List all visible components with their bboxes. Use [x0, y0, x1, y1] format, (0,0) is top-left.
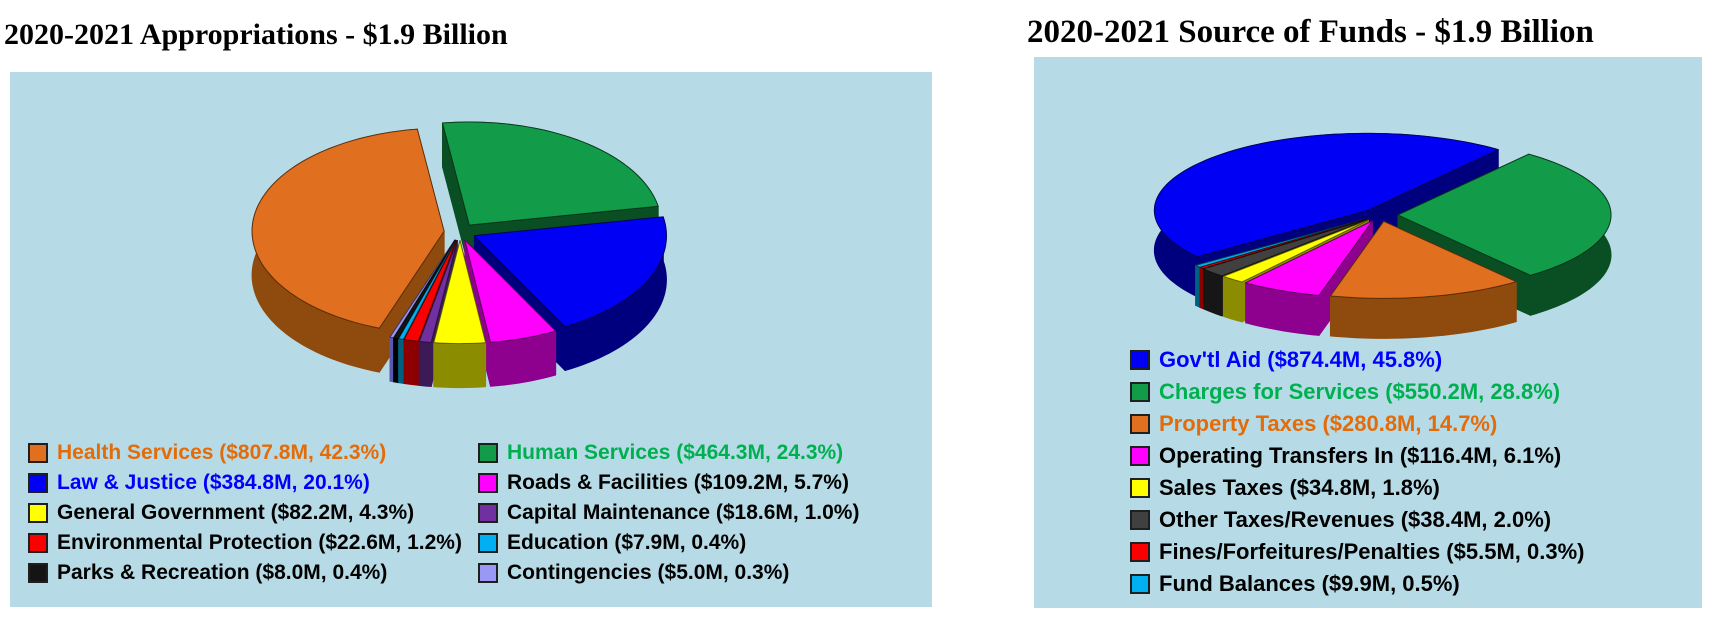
appropriations-title: 2020-2021 Appropriations - $1.9 Billion [4, 18, 508, 51]
source-of-funds-title: 2020-2021 Source of Funds - $1.9 Billion [1027, 14, 1594, 50]
legend-label: Other Taxes/Revenues ($38.4M, 2.0%) [1159, 507, 1552, 532]
legend-swatch [28, 533, 48, 553]
legend-swatch [478, 443, 498, 463]
legend-item: Charges for Services ($550.2M, 28.8%) [1130, 376, 1584, 408]
legend-item: Parks & Recreation ($8.0M, 0.4%) [28, 558, 462, 588]
legend-item: Sales Taxes ($34.8M, 1.8%) [1130, 472, 1584, 504]
appropriations-chart-panel: Health Services ($807.8M, 42.3%) Law & J… [10, 72, 932, 607]
legend-item: Gov'tl Aid ($874.4M, 45.8%) [1130, 344, 1584, 376]
legend-swatch [478, 473, 498, 493]
legend-item: Property Taxes ($280.8M, 14.7%) [1130, 408, 1584, 440]
legend-swatch [478, 563, 498, 583]
legend-swatch [1130, 574, 1150, 594]
legend-label: Property Taxes ($280.8M, 14.7%) [1159, 411, 1498, 436]
legend-label: Sales Taxes ($34.8M, 1.8%) [1159, 475, 1440, 500]
legend-swatch [28, 503, 48, 523]
legend-swatch [1130, 446, 1150, 466]
legend-label: Charges for Services ($550.2M, 28.8%) [1159, 379, 1561, 404]
legend-swatch [1130, 542, 1150, 562]
legend-label: General Government ($82.2M, 4.3%) [57, 501, 415, 524]
legend-item: Operating Transfers In ($116.4M, 6.1%) [1130, 440, 1584, 472]
legend-label: Fines/Forfeitures/Penalties ($5.5M, 0.3%… [1159, 539, 1585, 564]
legend-swatch [28, 563, 48, 583]
legend-swatch [1130, 510, 1150, 530]
legend-swatch [478, 503, 498, 523]
legend-label: Gov'tl Aid ($874.4M, 45.8%) [1159, 347, 1443, 372]
legend-item: Roads & Facilities ($109.2M, 5.7%) [478, 468, 859, 498]
appropriations-legend-column-2: Human Services ($464.3M, 24.3%) Roads & … [478, 438, 859, 588]
legend-label: Contingencies ($5.0M, 0.3%) [507, 561, 790, 584]
legend-item: Fund Balances ($9.9M, 0.5%) [1130, 568, 1584, 600]
legend-label: Fund Balances ($9.9M, 0.5%) [1159, 571, 1460, 596]
legend-label: Environmental Protection ($22.6M, 1.2%) [57, 531, 462, 554]
legend-label: Capital Maintenance ($18.6M, 1.0%) [507, 501, 860, 524]
legend-item: Law & Justice ($384.8M, 20.1%) [28, 468, 462, 498]
appropriations-legend-column-1: Health Services ($807.8M, 42.3%) Law & J… [28, 438, 462, 588]
legend-label: Parks & Recreation ($8.0M, 0.4%) [57, 561, 388, 584]
legend-label: Roads & Facilities ($109.2M, 5.7%) [507, 471, 849, 494]
source-of-funds-legend: Gov'tl Aid ($874.4M, 45.8%) Charges for … [1130, 344, 1584, 600]
legend-item: General Government ($82.2M, 4.3%) [28, 498, 462, 528]
legend-item: Fines/Forfeitures/Penalties ($5.5M, 0.3%… [1130, 536, 1584, 568]
legend-swatch [28, 473, 48, 493]
legend-item: Other Taxes/Revenues ($38.4M, 2.0%) [1130, 504, 1584, 536]
source-of-funds-pie-chart [1153, 132, 1612, 339]
legend-item: Capital Maintenance ($18.6M, 1.0%) [478, 498, 859, 528]
legend-item: Environmental Protection ($22.6M, 1.2%) [28, 528, 462, 558]
legend-swatch [28, 443, 48, 463]
legend-item: Education ($7.9M, 0.4%) [478, 528, 859, 558]
legend-swatch [1130, 414, 1150, 434]
legend-swatch [1130, 478, 1150, 498]
source-of-funds-chart-panel: Gov'tl Aid ($874.4M, 45.8%) Charges for … [1034, 57, 1702, 608]
legend-swatch [1130, 382, 1150, 402]
legend-item: Contingencies ($5.0M, 0.3%) [478, 558, 859, 588]
legend-label: Human Services ($464.3M, 24.3%) [507, 441, 844, 464]
legend-label: Health Services ($807.8M, 42.3%) [57, 441, 387, 464]
legend-item: Human Services ($464.3M, 24.3%) [478, 438, 859, 468]
legend-label: Operating Transfers In ($116.4M, 6.1%) [1159, 443, 1562, 468]
legend-swatch [1130, 350, 1150, 370]
legend-item: Health Services ($807.8M, 42.3%) [28, 438, 462, 468]
legend-label: Law & Justice ($384.8M, 20.1%) [57, 471, 370, 494]
legend-swatch [478, 533, 498, 553]
legend-label: Education ($7.9M, 0.4%) [507, 531, 747, 554]
appropriations-pie-chart [251, 121, 667, 389]
